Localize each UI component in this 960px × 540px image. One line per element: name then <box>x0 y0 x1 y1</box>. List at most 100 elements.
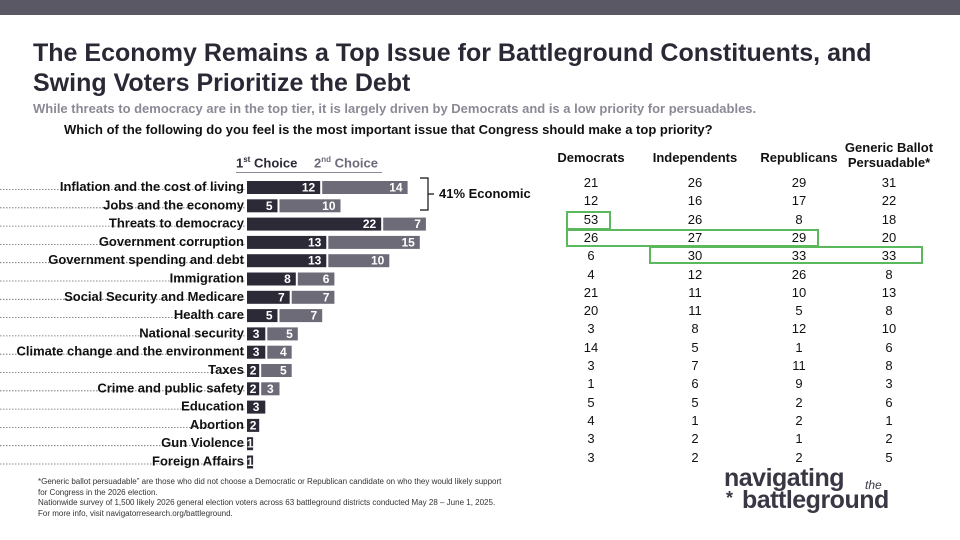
category-label: Gun Violence <box>161 435 244 450</box>
footnote-line: *Generic ballot persuadable” are those w… <box>38 477 502 486</box>
page-subtitle: While threats to democracy are in the to… <box>33 101 757 116</box>
bar-second-choice <box>328 235 420 249</box>
table-cell: 20 <box>583 303 599 319</box>
table-cell: 8 <box>885 266 893 282</box>
bar-value-label: 3 <box>253 345 260 359</box>
logo-line1: navigating <box>724 464 845 492</box>
bar-second-choice <box>297 272 335 286</box>
table-cell: 8 <box>795 211 803 227</box>
table-cell: 12 <box>583 193 599 209</box>
table-cell: 5 <box>691 394 699 410</box>
table-cell: 33 <box>881 248 897 264</box>
bar-value-label: 13 <box>308 235 322 249</box>
table-cell: 17 <box>791 193 807 209</box>
category-label: Social Security and Medicare <box>64 289 244 304</box>
bar-second-choice <box>279 199 341 213</box>
category-label: Threats to democracy <box>109 216 245 231</box>
category-label: Jobs and the economy <box>103 197 245 212</box>
table-cell: 3 <box>885 376 893 392</box>
category-label: Crime and public safety <box>97 380 244 395</box>
bar-value-label: 22 <box>363 217 377 231</box>
table-cell: 1 <box>691 412 699 428</box>
bar-second-choice <box>267 327 298 341</box>
legend-underline <box>236 172 382 173</box>
column-header: Independents <box>652 150 738 165</box>
table-cell: 53 <box>583 211 599 227</box>
bar-value-label: 3 <box>253 327 260 341</box>
table-cell: 12 <box>687 266 703 282</box>
bar-second-choice <box>322 181 408 194</box>
bar-first-choice <box>247 364 260 377</box>
footnote-line: for Congress in the 2026 election. <box>38 487 158 497</box>
table-cell: 26 <box>583 229 599 245</box>
table-cell: 11 <box>792 358 806 373</box>
bar-first-choice <box>247 345 266 359</box>
category-label: National security <box>139 325 245 340</box>
bar-value-label: 7 <box>278 290 285 304</box>
column-header: Democrats <box>557 150 625 165</box>
bar-first-choice <box>247 418 260 432</box>
category-label: Health care <box>174 307 244 322</box>
table-cell: 14 <box>583 339 599 355</box>
table-cell: 1 <box>795 339 803 355</box>
bar-value-label: 2 <box>250 364 257 378</box>
top-bar <box>0 0 960 15</box>
bar-second-choice <box>267 345 292 359</box>
bar-value-label: 1 <box>247 437 254 451</box>
bar-first-choice <box>247 272 296 286</box>
highlight-government-corruption <box>566 229 819 247</box>
bar-value-label: 10 <box>322 199 336 213</box>
table-cell: 26 <box>687 211 703 227</box>
table-cell: 13 <box>881 284 897 300</box>
table-cell: 1 <box>885 412 893 428</box>
table-cell: 33 <box>791 248 807 264</box>
table-cell: 1 <box>587 376 595 392</box>
bar-second-choice <box>261 364 292 377</box>
category-label: Government corruption <box>99 234 244 249</box>
bar-second-choice <box>279 309 323 323</box>
bar-value-label: 13 <box>308 254 322 268</box>
table-cell: 3 <box>587 449 595 465</box>
bar-value-label: 6 <box>323 272 330 286</box>
bar-value-label: 7 <box>311 309 318 323</box>
table-cell: 11 <box>688 284 702 300</box>
bar-value-label: 5 <box>266 309 273 323</box>
table-cell: 12 <box>791 321 807 337</box>
bar-first-choice <box>247 437 254 451</box>
table-cell: 21 <box>583 175 599 190</box>
table-cell: 26 <box>791 266 807 282</box>
legend-second-choice: 2nd Choice <box>314 155 378 171</box>
bar-first-choice <box>247 217 382 231</box>
bar-value-label: 4 <box>280 345 287 359</box>
economic-bracket <box>420 177 434 211</box>
table-cell: 2 <box>795 394 803 410</box>
table-cell: 29 <box>791 175 807 190</box>
bar-value-label: 8 <box>284 272 291 286</box>
bar-value-label: 5 <box>286 327 293 341</box>
bar-first-choice <box>247 382 260 396</box>
logo-line2: battleground <box>742 486 889 514</box>
bar-first-choice <box>247 400 266 414</box>
bar-value-label: 14 <box>389 181 403 195</box>
bar-value-label: 3 <box>253 400 260 414</box>
bar-second-choice <box>261 382 280 396</box>
column-header: Republicans <box>760 150 838 165</box>
category-label: Inflation and the cost of living <box>60 179 244 194</box>
table-cell: 6 <box>691 376 699 392</box>
table-cell: 30 <box>687 248 703 264</box>
table-cell: 1 <box>795 431 803 447</box>
table-cell: 2 <box>691 431 699 447</box>
highlight-democrats-threats <box>566 211 611 230</box>
table-cell: 5 <box>587 394 595 410</box>
table-cell: 3 <box>587 321 595 337</box>
table-cell: 21 <box>583 284 599 300</box>
category-label: Foreign Affairs <box>152 454 244 469</box>
bar-value-label: 7 <box>414 217 421 231</box>
bar-value-label: 12 <box>302 181 316 195</box>
table-cell: 18 <box>881 211 897 227</box>
table-cell: 11 <box>688 303 702 319</box>
category-label: Taxes <box>208 362 244 377</box>
category-label: Climate change and the environment <box>16 344 244 359</box>
bar-second-choice <box>383 217 426 231</box>
